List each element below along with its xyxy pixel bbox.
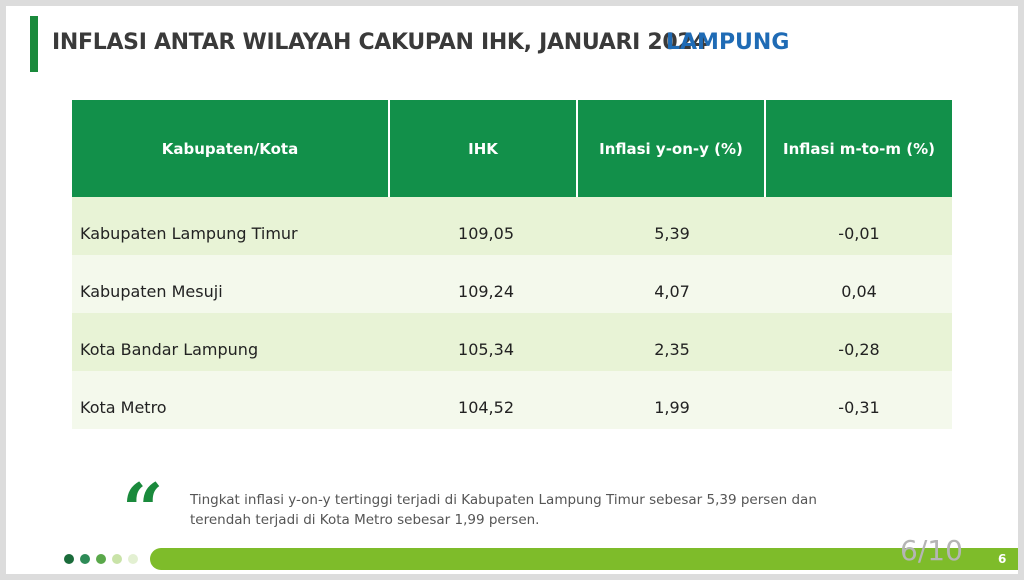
table-row: Kota Bandar Lampung 105,34 2,35 -0,28 [72,313,952,371]
summary-note: Tingkat inflasi y-on-y tertinggi terjadi… [190,490,930,530]
quote-icon: “ [122,467,164,552]
cell-name: Kota Bandar Lampung [80,340,259,359]
progress-dots [64,554,138,564]
page-number: 6 [998,552,1007,566]
page-title: INFLASI ANTAR WILAYAH CAKUPAN IHK, JANUA… [52,30,708,55]
progress-dot [80,554,90,564]
table-header: Kabupaten/Kota IHK Inflasi y-on-y (%) In… [72,100,952,197]
footer-bar [150,548,1018,570]
cell-mtm: -0,28 [838,340,880,359]
cell-yoy: 4,07 [654,282,690,301]
cell-name: Kabupaten Lampung Timur [80,224,298,243]
cell-ihk: 105,34 [458,340,514,359]
title-accent-bar [30,16,38,72]
cell-name: Kota Metro [80,398,167,417]
table-row: Kota Metro 104,52 1,99 -0,31 [72,371,952,429]
cell-mtm: 0,04 [841,282,877,301]
cell-yoy: 5,39 [654,224,690,243]
summary-line-1: Tingkat inflasi y-on-y tertinggi terjadi… [190,492,817,508]
cell-ihk: 104,52 [458,398,514,417]
cell-yoy: 1,99 [654,398,690,417]
header-kabupaten-kota: Kabupaten/Kota [72,100,390,197]
inflation-table: Kabupaten/Kota IHK Inflasi y-on-y (%) In… [72,100,952,429]
cell-mtm: -0,31 [838,398,880,417]
progress-dot [96,554,106,564]
cell-ihk: 109,24 [458,282,514,301]
progress-dot [128,554,138,564]
table-row: Kabupaten Lampung Timur 109,05 5,39 -0,0… [72,197,952,255]
region-label: LAMPUNG [666,30,790,55]
header-inflasi-yoy: Inflasi y-on-y (%) [578,100,766,197]
header-ihk: IHK [390,100,578,197]
cell-yoy: 2,35 [654,340,690,359]
cell-name: Kabupaten Mesuji [80,282,223,301]
page-indicator: 6/10 [900,534,963,567]
cell-mtm: -0,01 [838,224,880,243]
header-inflasi-mtm: Inflasi m-to-m (%) [766,100,952,197]
summary-line-2: terendah terjadi di Kota Metro sebesar 1… [190,512,540,528]
progress-dot [64,554,74,564]
cell-ihk: 109,05 [458,224,514,243]
progress-dot [112,554,122,564]
table-row: Kabupaten Mesuji 109,24 4,07 0,04 [72,255,952,313]
